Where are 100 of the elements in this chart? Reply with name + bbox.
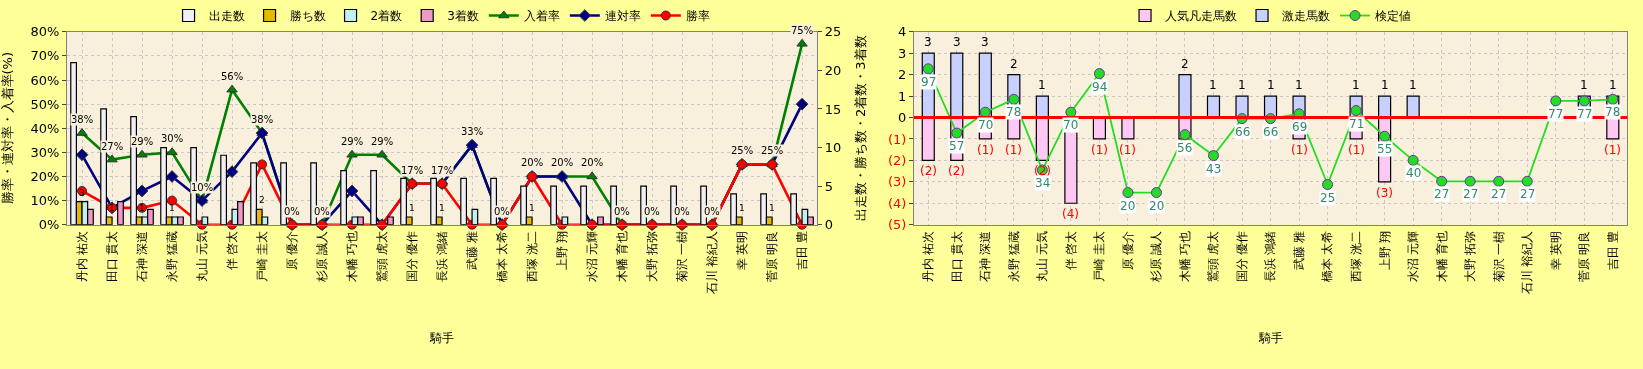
x-tick-label: 大野 拓弥 bbox=[644, 230, 659, 283]
x-tick-label: 菊沢 一樹 bbox=[1491, 230, 1506, 283]
x-tick-label: 永野 猛蔵 bbox=[164, 230, 179, 283]
x-tick-label: 石神 深道 bbox=[134, 230, 149, 283]
legend-label: 勝ち数 bbox=[289, 9, 326, 24]
data-label: 97 bbox=[921, 75, 937, 89]
y-tick-label: 10% bbox=[30, 193, 60, 209]
data-label: (3) bbox=[1376, 186, 1393, 200]
data-label: 20 bbox=[1149, 199, 1165, 213]
data-label: 38% bbox=[251, 114, 274, 125]
data-label: 1 bbox=[769, 203, 775, 213]
data-label: 43 bbox=[1206, 162, 1222, 176]
x-tick-label: 上野 翔 bbox=[554, 230, 569, 271]
x-tick-label: 大野 拓弥 bbox=[1463, 230, 1478, 283]
x-tick-label: 長浜 鴻緒 bbox=[434, 230, 449, 283]
legend-label: 入着率 bbox=[523, 9, 560, 24]
x-tick-label: 橋本 太希 bbox=[1320, 230, 1335, 283]
x-tick-label: 石神 深道 bbox=[978, 230, 993, 283]
x-tick-label: 伴 啓太 bbox=[1063, 230, 1078, 271]
data-label: 56% bbox=[221, 71, 244, 82]
y-tick-label: (3) bbox=[887, 174, 907, 190]
data-label: 27 bbox=[1520, 187, 1536, 201]
y-tick-label: 4 bbox=[898, 24, 907, 40]
x-axis-title: 騎手 bbox=[1257, 331, 1283, 346]
y-tick-label: 20% bbox=[30, 169, 60, 185]
data-label: 55 bbox=[1377, 142, 1393, 156]
x-tick-label: 吉田 豊 bbox=[1605, 230, 1620, 271]
x-tick-label: 鷲頭 虎太 bbox=[1206, 230, 1221, 283]
x-tick-label: 田口 貫太 bbox=[949, 230, 964, 283]
x-tick-label: 菅原 明良 bbox=[1577, 230, 1592, 283]
data-label: 25 bbox=[1320, 191, 1336, 205]
data-label: 1 bbox=[109, 203, 115, 213]
x-tick-label: 水沼 元輝 bbox=[584, 230, 599, 283]
data-label: 0% bbox=[614, 206, 630, 217]
data-label: 1 bbox=[1609, 78, 1617, 92]
data-label: (1) bbox=[1091, 143, 1108, 157]
y2-tick-label: 10 bbox=[824, 140, 842, 156]
y-tick-label: 1 bbox=[898, 88, 907, 104]
data-label: 1 bbox=[169, 203, 175, 213]
data-label: (1) bbox=[1348, 143, 1365, 157]
y2-tick-label: 15 bbox=[824, 101, 842, 117]
x-tick-label: 幸 英明 bbox=[734, 230, 749, 271]
data-label: 34 bbox=[1035, 176, 1051, 190]
data-label: 2 bbox=[1010, 57, 1018, 71]
legend-label: 3着数 bbox=[447, 9, 479, 24]
data-label: 38% bbox=[71, 114, 94, 125]
data-label: 1 bbox=[1409, 78, 1417, 92]
data-label: (1) bbox=[1291, 143, 1308, 157]
data-label: 25% bbox=[731, 145, 754, 156]
y-tick-label: 0 bbox=[898, 110, 907, 126]
data-label: 29% bbox=[131, 136, 154, 147]
data-label: 0% bbox=[674, 206, 690, 217]
x-tick-label: 西塚 洸二 bbox=[1349, 230, 1363, 283]
data-label: 25% bbox=[761, 145, 784, 156]
y2-tick-label: 25 bbox=[824, 24, 842, 40]
x-tick-label: 戸崎 圭太 bbox=[254, 230, 269, 283]
data-label: 3 bbox=[953, 35, 961, 49]
data-label: 57 bbox=[949, 139, 965, 153]
data-label: 71 bbox=[1349, 117, 1365, 131]
y-tick-label: 80% bbox=[30, 24, 60, 40]
data-label: 1 bbox=[1580, 78, 1588, 92]
x-tick-label: 原 優介 bbox=[1120, 230, 1135, 271]
legend-label: 連対率 bbox=[604, 9, 641, 24]
x-tick-label: 伴 啓太 bbox=[224, 230, 239, 271]
data-label: 27 bbox=[1463, 187, 1479, 201]
y-axis-title: 勝率・連対率・入着率(%) bbox=[0, 51, 15, 205]
x-tick-label: 上野 翔 bbox=[1377, 230, 1392, 271]
data-label: 1 bbox=[1352, 78, 1360, 92]
y2-tick-label: 0 bbox=[824, 217, 833, 233]
data-label: 29% bbox=[371, 136, 394, 147]
x-tick-label: 木幡 巧也 bbox=[1177, 230, 1192, 283]
x-tick-label: 杉原 誠人 bbox=[1149, 230, 1164, 284]
x-axis-title: 騎手 bbox=[429, 331, 455, 346]
legend-label: 人気凡走馬数 bbox=[1165, 9, 1238, 24]
data-label: 20 bbox=[1120, 199, 1136, 213]
data-label: 66 bbox=[1235, 125, 1251, 139]
data-label: (2) bbox=[948, 164, 965, 178]
y-tick-label: 40% bbox=[30, 120, 60, 136]
x-tick-label: 杉原 誠人 bbox=[314, 230, 329, 284]
data-label: 27 bbox=[1491, 187, 1507, 201]
y-tick-label: (4) bbox=[887, 195, 907, 211]
y-tick-label: 70% bbox=[30, 48, 60, 64]
y2-axis-title: 出走数・勝ち数・2着数・3着数 bbox=[852, 35, 868, 222]
data-label: 1 bbox=[1038, 78, 1046, 92]
data-label: 77 bbox=[1577, 107, 1593, 121]
data-label: (2) bbox=[920, 164, 937, 178]
x-tick-label: 戸崎 圭太 bbox=[1092, 230, 1107, 283]
legend-label: 検定値 bbox=[1375, 9, 1412, 24]
data-label: 2 bbox=[259, 195, 265, 205]
data-label: 0% bbox=[704, 206, 720, 217]
data-label: 94 bbox=[1092, 80, 1108, 94]
x-tick-label: 木幡 育也 bbox=[1434, 230, 1449, 283]
data-label: 33% bbox=[461, 126, 484, 137]
legend-label: 2着数 bbox=[370, 9, 403, 24]
data-label: 1 bbox=[1381, 78, 1389, 92]
data-label: 0% bbox=[284, 206, 300, 217]
legend-label: 勝率 bbox=[685, 9, 710, 24]
data-label: 17% bbox=[431, 165, 454, 176]
data-label: 69 bbox=[1292, 120, 1308, 134]
data-label: (4) bbox=[1062, 207, 1079, 221]
